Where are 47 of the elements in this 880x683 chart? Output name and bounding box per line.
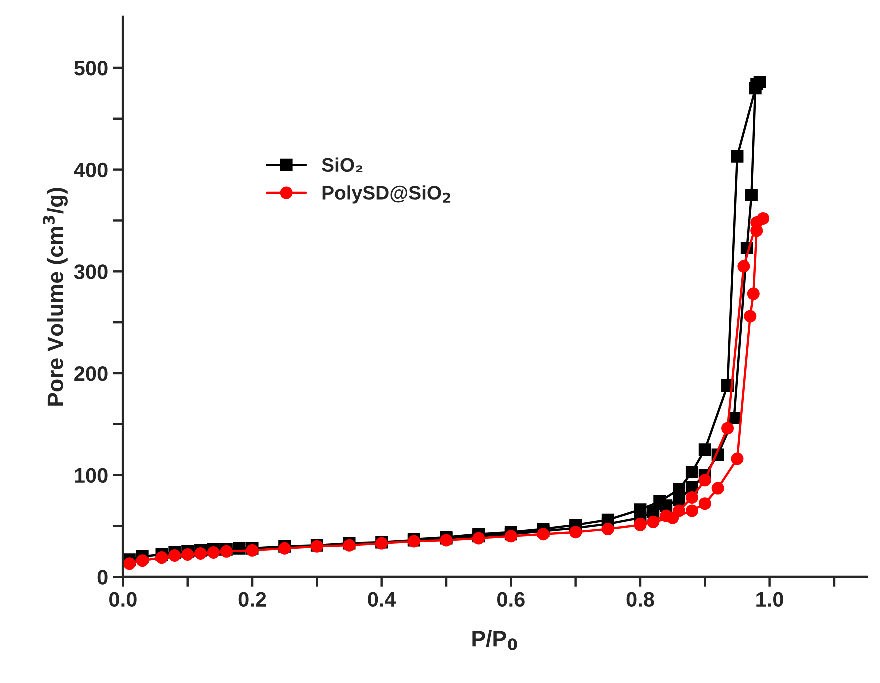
x-tick-label: 0.2: [238, 592, 266, 608]
point: [738, 260, 750, 273]
y-tick-label: 100: [75, 468, 108, 484]
point: [660, 510, 673, 522]
point: [744, 310, 757, 323]
point: [698, 498, 712, 510]
x-axis-title: P/P$_{0}$: [472, 630, 518, 650]
point: [686, 504, 698, 518]
legend-label: SiO₂: [322, 158, 363, 172]
x-tick-label: 0.0: [110, 592, 137, 608]
y-tick-label: 300: [74, 264, 108, 280]
point: [207, 546, 220, 559]
x-tick-label: 0.6: [498, 592, 525, 608]
point: [647, 516, 660, 528]
x-tick-label: 0.4: [368, 592, 396, 608]
point: [745, 189, 758, 202]
point: [698, 474, 712, 487]
point: [686, 466, 698, 478]
y-tick-label: 200: [74, 366, 108, 382]
point: [634, 504, 647, 516]
point: [673, 483, 686, 496]
point: [712, 482, 724, 495]
point: [722, 422, 734, 435]
x-tick-label: 1.0: [756, 592, 784, 608]
x-tick-label: 0.8: [626, 592, 654, 608]
point: [168, 550, 182, 562]
point: [654, 496, 666, 508]
point: [673, 504, 686, 518]
point: [731, 452, 744, 466]
point: [731, 150, 744, 163]
y-axis-title: Pore Volume (cm$^{3}$/g): [43, 188, 68, 406]
point: [537, 528, 550, 541]
point: [136, 554, 149, 568]
point: [194, 547, 208, 560]
point: [182, 548, 194, 561]
point: [747, 288, 760, 300]
point: [750, 78, 764, 91]
y-tick-label: 500: [74, 60, 108, 76]
legend-label: PolySD@SiO$_{2}$: [322, 186, 451, 204]
point: [123, 558, 136, 570]
point: [602, 523, 614, 536]
point: [686, 491, 698, 504]
y-tick-label: 0: [98, 570, 108, 585]
point: [156, 552, 168, 564]
y-tick-label: 400: [74, 162, 108, 178]
point: [698, 444, 712, 456]
point: [570, 526, 582, 539]
